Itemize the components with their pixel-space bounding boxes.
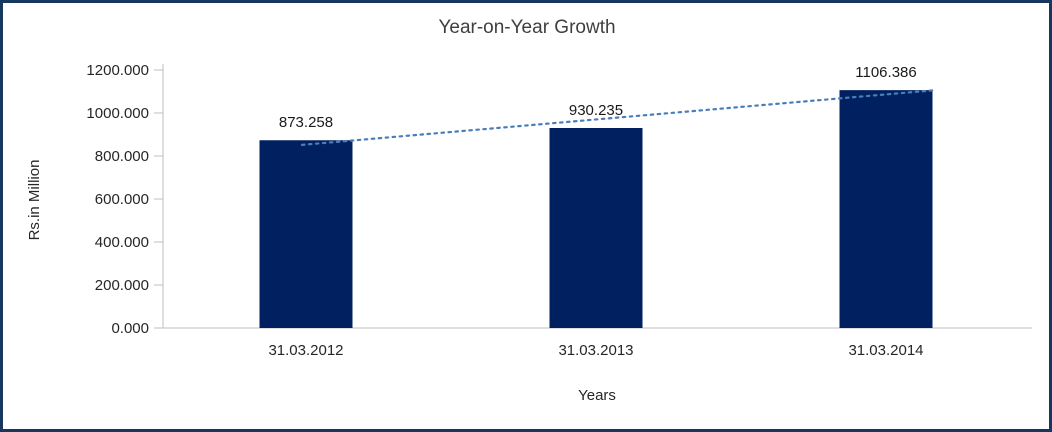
- bar-data-label: 1106.386: [855, 64, 916, 81]
- y-axis-title: Rs.in Million: [26, 160, 43, 241]
- x-category-label: 31.03.2013: [558, 342, 633, 359]
- bar: [259, 140, 353, 328]
- y-tick-label: 600.000: [95, 191, 149, 208]
- bar: [839, 90, 933, 328]
- x-category-label: 31.03.2014: [848, 342, 923, 359]
- x-category-label: 31.03.2012: [268, 342, 343, 359]
- chart-title: Year-on-Year Growth: [438, 17, 615, 38]
- x-axis-title: Years: [578, 387, 616, 404]
- trendline: [300, 88, 938, 146]
- bar: [549, 127, 643, 328]
- y-tick-label: 1200.000: [86, 62, 149, 79]
- y-tick-label: 800.000: [95, 148, 149, 165]
- y-tick-label: 200.000: [95, 277, 149, 294]
- bar-data-label: 873.258: [279, 114, 333, 131]
- bar-chart: Year-on-Year Growth Rs.in Million Years …: [26, 17, 1032, 404]
- plot-area: 0.000 200.000 400.000 600.000 800.000 1000.00…: [86, 62, 1032, 359]
- y-tick-label: 1000.000: [86, 105, 149, 122]
- bar-data-label: 930.235: [569, 102, 623, 119]
- y-tick-label: 400.000: [95, 234, 149, 251]
- y-tick-label: 0.000: [111, 320, 149, 337]
